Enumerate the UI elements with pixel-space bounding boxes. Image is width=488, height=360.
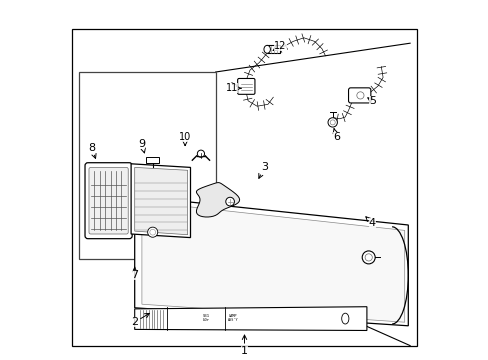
Circle shape xyxy=(362,251,374,264)
Circle shape xyxy=(147,227,158,237)
Text: 5: 5 xyxy=(367,96,375,106)
Text: 6: 6 xyxy=(332,129,339,142)
Text: 12: 12 xyxy=(273,41,286,51)
FancyBboxPatch shape xyxy=(348,88,370,103)
Ellipse shape xyxy=(341,313,348,324)
Circle shape xyxy=(149,229,155,235)
Polygon shape xyxy=(131,164,190,238)
Circle shape xyxy=(225,197,234,206)
Text: 3: 3 xyxy=(258,162,267,178)
Text: 10: 10 xyxy=(179,132,191,145)
FancyBboxPatch shape xyxy=(237,78,254,94)
Circle shape xyxy=(365,254,371,261)
Polygon shape xyxy=(134,196,407,326)
Ellipse shape xyxy=(264,45,270,53)
Circle shape xyxy=(356,92,363,99)
Text: 7: 7 xyxy=(131,267,138,280)
Polygon shape xyxy=(142,202,404,322)
FancyBboxPatch shape xyxy=(89,167,128,234)
Bar xyxy=(266,45,279,53)
Polygon shape xyxy=(134,307,366,330)
Text: 1: 1 xyxy=(241,335,247,356)
Text: 11: 11 xyxy=(225,83,241,93)
Text: 4: 4 xyxy=(365,217,375,228)
Text: 8: 8 xyxy=(88,143,96,158)
Polygon shape xyxy=(196,183,239,217)
Text: 9: 9 xyxy=(138,139,145,153)
Circle shape xyxy=(327,118,337,127)
Bar xyxy=(146,157,159,163)
Polygon shape xyxy=(134,167,187,235)
Bar xyxy=(72,29,416,346)
Bar xyxy=(79,72,215,259)
Text: 2: 2 xyxy=(131,314,149,327)
Text: LAMP
ASS'Y: LAMP ASS'Y xyxy=(228,314,239,322)
Circle shape xyxy=(329,120,335,125)
Text: S31
L0r: S31 L0r xyxy=(203,314,210,322)
FancyBboxPatch shape xyxy=(85,163,132,239)
Circle shape xyxy=(197,150,204,157)
